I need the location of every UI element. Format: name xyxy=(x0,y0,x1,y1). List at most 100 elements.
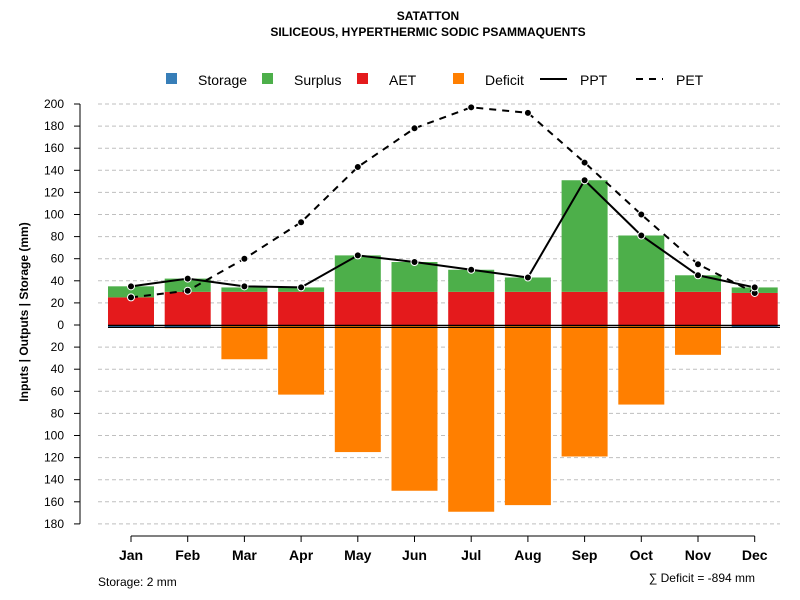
bar-aet-jun xyxy=(391,291,438,325)
storage-note: Storage: 2 mm xyxy=(98,575,177,589)
bar-deficit-oct xyxy=(618,325,665,405)
y-tick-label: 140 xyxy=(44,163,64,177)
ppt-point-oct xyxy=(637,231,646,240)
ppt-point-feb xyxy=(183,274,192,283)
ppt-point-dec xyxy=(750,283,759,292)
legend-label-pet: PET xyxy=(676,72,704,88)
ppt-point-may xyxy=(353,251,362,260)
x-tick-label-jul: Jul xyxy=(461,547,481,563)
legend-label-surplus: Surplus xyxy=(294,72,341,88)
bar-surplus-sep xyxy=(561,180,608,292)
bar-deficit-may xyxy=(334,325,381,453)
y-tick-label: 140 xyxy=(44,473,64,487)
x-tick-label-nov: Nov xyxy=(685,547,712,563)
y-tick-label: 100 xyxy=(44,208,64,222)
y-tick-label: 100 xyxy=(44,429,64,443)
chart-title: SATATTON xyxy=(397,9,459,23)
bar-surplus-nov xyxy=(675,275,721,292)
pet-point-jun xyxy=(410,124,419,133)
x-tick-label-may: May xyxy=(344,547,371,563)
x-tick-label-dec: Dec xyxy=(742,547,768,563)
pet-line xyxy=(130,106,756,299)
x-tick-label-feb: Feb xyxy=(175,547,200,563)
bar-surplus-feb xyxy=(164,278,211,292)
legend-label-storage: Storage xyxy=(198,72,247,88)
bar-aet-nov xyxy=(675,291,721,325)
bar-deficit-aug xyxy=(504,325,551,506)
x-tick-label-apr: Apr xyxy=(289,547,314,563)
bar-surplus-oct xyxy=(618,235,665,292)
legend-label-deficit: Deficit xyxy=(485,72,524,88)
bar-aet-jan xyxy=(108,297,154,325)
y-tick-label: 20 xyxy=(51,296,65,310)
legend-label-ppt: PPT xyxy=(580,72,608,88)
y-tick-label: 60 xyxy=(51,384,65,398)
pet-point-apr xyxy=(297,218,306,227)
legend-swatch-surplus xyxy=(262,73,273,84)
ppt-point-jun xyxy=(410,258,419,267)
bar-deficit-mar xyxy=(221,325,268,360)
x-tick-label-aug: Aug xyxy=(514,547,541,563)
ppt-point-apr xyxy=(297,283,306,292)
legend-label-aet: AET xyxy=(389,72,417,88)
ppt-point-aug xyxy=(523,273,532,282)
x-tick-label-sep: Sep xyxy=(572,547,598,563)
bar-surplus-may xyxy=(334,255,381,292)
bar-aet-aug xyxy=(504,291,551,325)
bar-aet-oct xyxy=(618,291,665,325)
y-tick-label: 200 xyxy=(44,97,64,111)
gridlines xyxy=(98,103,780,525)
bar-aet-feb xyxy=(164,291,211,325)
pet-point-sep xyxy=(580,158,589,167)
bars xyxy=(108,180,780,512)
y-tick-label: 160 xyxy=(44,141,64,155)
y-tick-label: 80 xyxy=(51,406,65,420)
bar-deficit-jun xyxy=(391,325,438,491)
deficit-total: ∑ Deficit = -894 mm xyxy=(649,571,755,585)
y-tick-label: 180 xyxy=(44,119,64,133)
y-tick-label: 180 xyxy=(44,517,64,531)
legend-swatch-aet xyxy=(357,73,368,84)
x-tick-label-oct: Oct xyxy=(630,547,654,563)
bar-aet-apr xyxy=(278,291,325,325)
y-axis: 2001801601401201008060402002040608010012… xyxy=(44,97,81,531)
legend-swatch-deficit xyxy=(453,73,464,84)
bar-aet-sep xyxy=(561,291,608,325)
pet-point-jan xyxy=(127,293,135,302)
bar-surplus-jan xyxy=(108,286,154,298)
pet-point-may xyxy=(353,162,362,171)
ppt-point-nov xyxy=(694,271,702,280)
pet-point-mar xyxy=(240,254,249,263)
bar-surplus-jul xyxy=(448,269,495,292)
y-tick-label: 0 xyxy=(57,318,64,332)
bar-deficit-nov xyxy=(675,325,721,355)
x-tick-label-mar: Mar xyxy=(232,547,257,563)
ppt-point-mar xyxy=(240,282,249,291)
bar-aet-mar xyxy=(221,291,268,325)
bar-deficit-apr xyxy=(278,325,325,395)
y-axis-label: Inputs | Outputs | Storage (mm) xyxy=(17,222,31,401)
y-tick-label: 20 xyxy=(51,340,65,354)
y-tick-label: 40 xyxy=(51,274,65,288)
bar-deficit-jul xyxy=(448,325,495,512)
bar-aet-dec xyxy=(731,292,778,325)
pet-point-feb xyxy=(183,286,192,295)
x-tick-label-jun: Jun xyxy=(402,547,427,563)
bar-deficit-sep xyxy=(561,325,608,457)
pet-point-jul xyxy=(467,103,476,112)
pet-point-nov xyxy=(694,260,702,269)
ppt-point-sep xyxy=(580,176,589,185)
bar-aet-jul xyxy=(448,291,495,325)
legend: Storage Surplus AET Deficit PPT PET xyxy=(166,72,704,88)
bar-surplus-aug xyxy=(504,277,551,292)
pet-point-oct xyxy=(637,210,646,219)
pet-point-aug xyxy=(523,108,532,117)
y-tick-label: 120 xyxy=(44,185,64,199)
y-tick-label: 60 xyxy=(51,252,65,266)
bar-surplus-jun xyxy=(391,262,438,292)
ppt-point-jan xyxy=(127,282,135,291)
lines xyxy=(127,103,759,302)
bar-aet-may xyxy=(334,291,381,325)
ppt-point-jul xyxy=(467,265,476,274)
